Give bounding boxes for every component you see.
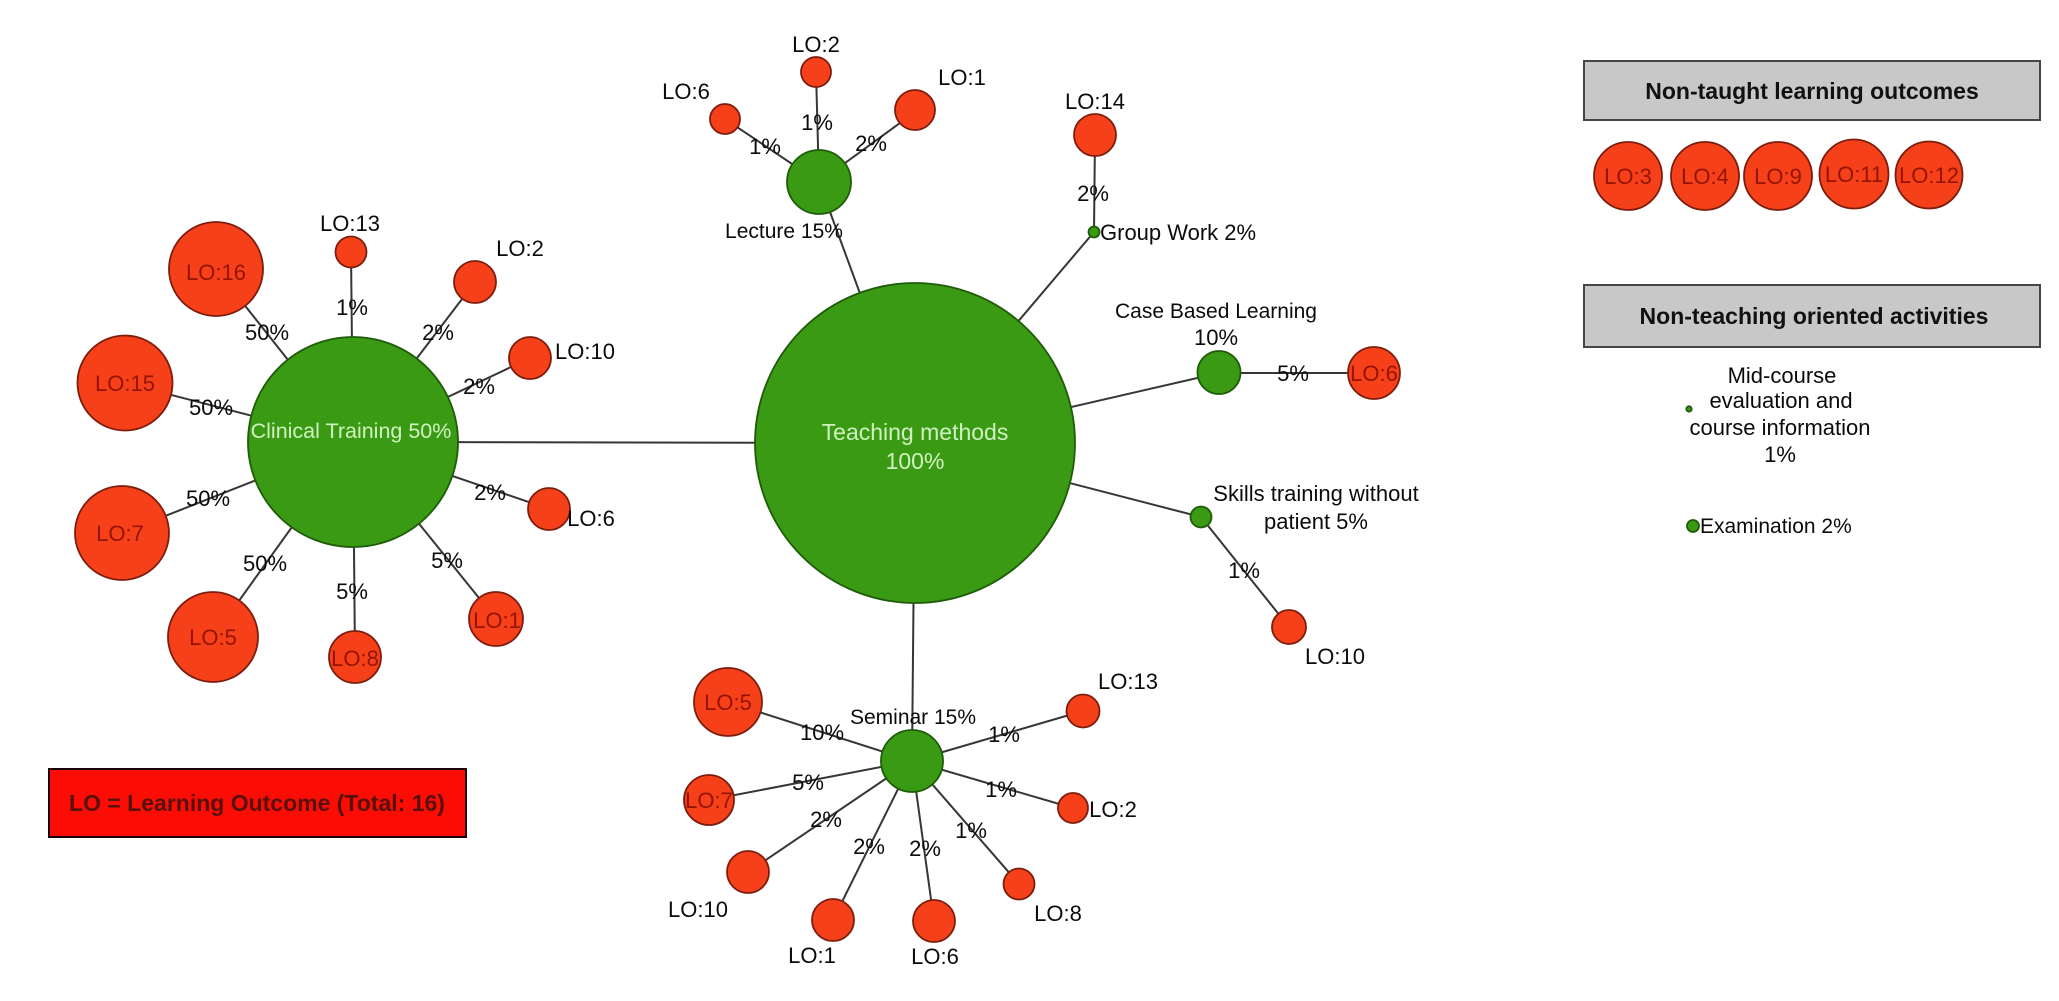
svg-text:50%: 50% xyxy=(245,320,289,345)
svg-text:Lecture 15%: Lecture 15% xyxy=(725,220,843,243)
svg-text:Teaching methods: Teaching methods xyxy=(822,419,1009,445)
svg-text:LO:6: LO:6 xyxy=(662,79,710,104)
svg-text:LO:2: LO:2 xyxy=(496,236,544,261)
svg-text:LO:5: LO:5 xyxy=(704,690,752,715)
svg-text:LO:15: LO:15 xyxy=(95,371,155,396)
svg-text:Mid-course: Mid-course xyxy=(1728,363,1837,388)
svg-text:LO:8: LO:8 xyxy=(1034,901,1082,926)
svg-text:10%: 10% xyxy=(800,720,844,745)
svg-text:LO:13: LO:13 xyxy=(1098,669,1158,694)
svg-text:LO:6: LO:6 xyxy=(911,944,959,969)
svg-text:LO:2: LO:2 xyxy=(1089,797,1137,822)
svg-text:1%: 1% xyxy=(988,722,1020,747)
svg-text:2%: 2% xyxy=(422,320,454,345)
svg-text:LO = Learning Outcome (Total:: LO = Learning Outcome (Total: 16) xyxy=(69,790,445,816)
svg-text:Non-taught learning outcomes: Non-taught learning outcomes xyxy=(1645,78,1979,104)
svg-text:course information: course information xyxy=(1690,415,1871,440)
svg-text:LO:9: LO:9 xyxy=(1754,164,1802,189)
svg-text:LO:13: LO:13 xyxy=(320,211,380,236)
svg-text:2%: 2% xyxy=(1077,181,1109,206)
svg-text:LO:2: LO:2 xyxy=(792,32,840,57)
svg-text:LO:7: LO:7 xyxy=(685,788,733,813)
svg-text:LO:1: LO:1 xyxy=(788,943,836,968)
svg-text:1%: 1% xyxy=(955,818,987,843)
svg-text:LO:5: LO:5 xyxy=(189,625,237,650)
svg-text:2%: 2% xyxy=(853,834,885,859)
svg-text:1%: 1% xyxy=(1228,558,1260,583)
svg-text:LO:8: LO:8 xyxy=(331,646,379,671)
svg-text:2%: 2% xyxy=(909,836,941,861)
svg-text:10%: 10% xyxy=(1194,325,1238,350)
svg-text:LO:4: LO:4 xyxy=(1681,164,1729,189)
svg-text:2%: 2% xyxy=(474,480,506,505)
svg-text:LO:6: LO:6 xyxy=(1350,361,1398,386)
svg-text:evaluation and: evaluation and xyxy=(1709,388,1852,413)
svg-text:1%: 1% xyxy=(749,134,781,159)
svg-text:1%: 1% xyxy=(1764,442,1796,467)
svg-text:2%: 2% xyxy=(463,374,495,399)
svg-text:50%: 50% xyxy=(186,486,230,511)
svg-text:LO:11: LO:11 xyxy=(1825,162,1883,187)
svg-text:2%: 2% xyxy=(855,131,887,156)
svg-text:5%: 5% xyxy=(1277,361,1309,386)
svg-text:50%: 50% xyxy=(189,395,233,420)
svg-text:LO:12: LO:12 xyxy=(1899,163,1959,188)
svg-text:50%: 50% xyxy=(243,551,287,576)
svg-text:Examination 2%: Examination 2% xyxy=(1700,515,1852,538)
svg-text:LO:14: LO:14 xyxy=(1065,89,1125,114)
svg-text:5%: 5% xyxy=(431,548,463,573)
svg-text:LO:10: LO:10 xyxy=(555,339,615,364)
svg-text:Non-teaching oriented activiti: Non-teaching oriented activities xyxy=(1640,303,1989,329)
svg-text:LO:16: LO:16 xyxy=(186,260,246,285)
svg-text:5%: 5% xyxy=(336,579,368,604)
svg-text:1%: 1% xyxy=(985,777,1017,802)
svg-text:LO:1: LO:1 xyxy=(473,608,521,633)
svg-text:LO:6: LO:6 xyxy=(567,506,615,531)
svg-text:LO:10: LO:10 xyxy=(668,897,728,922)
svg-text:Clinical Training 50%: Clinical Training 50% xyxy=(251,419,452,443)
svg-text:LO:10: LO:10 xyxy=(1305,644,1365,669)
svg-text:1%: 1% xyxy=(801,110,833,135)
svg-text:LO:3: LO:3 xyxy=(1604,164,1652,189)
svg-text:5%: 5% xyxy=(792,770,824,795)
svg-text:100%: 100% xyxy=(886,448,945,474)
svg-text:1%: 1% xyxy=(336,295,368,320)
svg-text:LO:1: LO:1 xyxy=(938,65,986,90)
svg-text:patient 5%: patient 5% xyxy=(1264,509,1368,534)
svg-text:Seminar 15%: Seminar 15% xyxy=(850,706,976,729)
svg-text:2%: 2% xyxy=(810,807,842,832)
svg-text:Case Based Learning: Case Based Learning xyxy=(1115,300,1317,323)
svg-text:Group Work 2%: Group Work 2% xyxy=(1100,220,1256,245)
svg-text:Skills training without: Skills training without xyxy=(1213,481,1418,506)
svg-text:LO:7: LO:7 xyxy=(96,521,144,546)
